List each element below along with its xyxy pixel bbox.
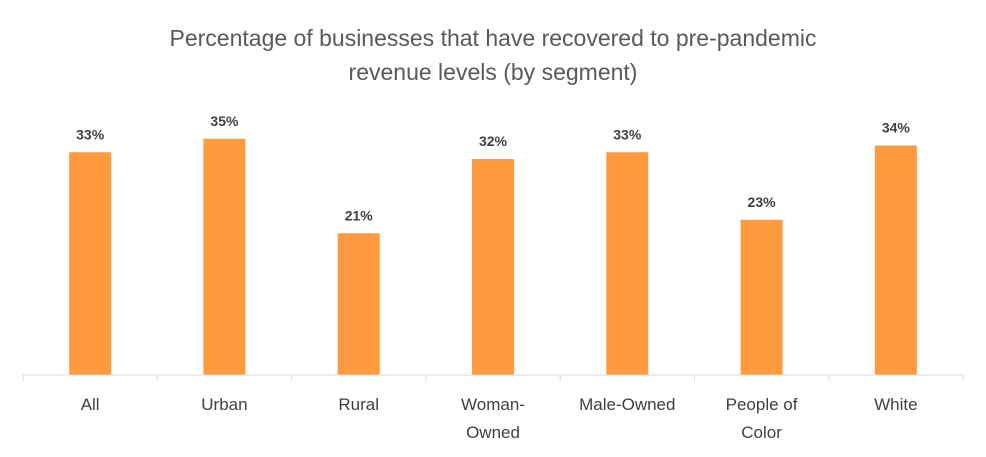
data-label: 35%	[210, 113, 239, 129]
data-labels: 33% 35% 21% 32% 33% 23% 34%	[76, 113, 910, 224]
bar	[69, 152, 112, 375]
data-label: 33%	[76, 126, 105, 142]
chart-title-line-2: revenue levels (by segment)	[349, 59, 638, 85]
x-axis	[22, 374, 964, 381]
x-tick-labels: All Urban Rural Woman- Owned Male-Owned People…	[81, 395, 918, 442]
bar	[203, 138, 246, 375]
x-tick-label: People of	[726, 395, 798, 414]
x-tick-label: White	[874, 395, 917, 414]
x-tick-label: Color	[741, 423, 782, 442]
data-label: 21%	[345, 207, 374, 223]
data-label: 34%	[882, 120, 911, 136]
chart-title: Percentage of businesses that have recov…	[170, 25, 817, 85]
x-tick-label: Woman-	[461, 395, 525, 414]
bar	[337, 233, 380, 375]
bar	[472, 159, 514, 375]
data-label: 32%	[479, 133, 508, 149]
bar	[606, 152, 649, 375]
data-label: 33%	[613, 126, 642, 142]
x-tick-label: Owned	[466, 423, 520, 442]
bar	[874, 145, 917, 375]
x-tick-label: Male-Owned	[579, 395, 675, 414]
x-tick-label: Rural	[338, 395, 379, 414]
bar	[740, 219, 783, 375]
data-label: 23%	[748, 194, 777, 210]
chart-title-line-1: Percentage of businesses that have recov…	[170, 25, 817, 51]
bars	[69, 138, 917, 375]
x-tick-label: Urban	[201, 395, 247, 414]
x-tick-label: All	[81, 395, 100, 414]
